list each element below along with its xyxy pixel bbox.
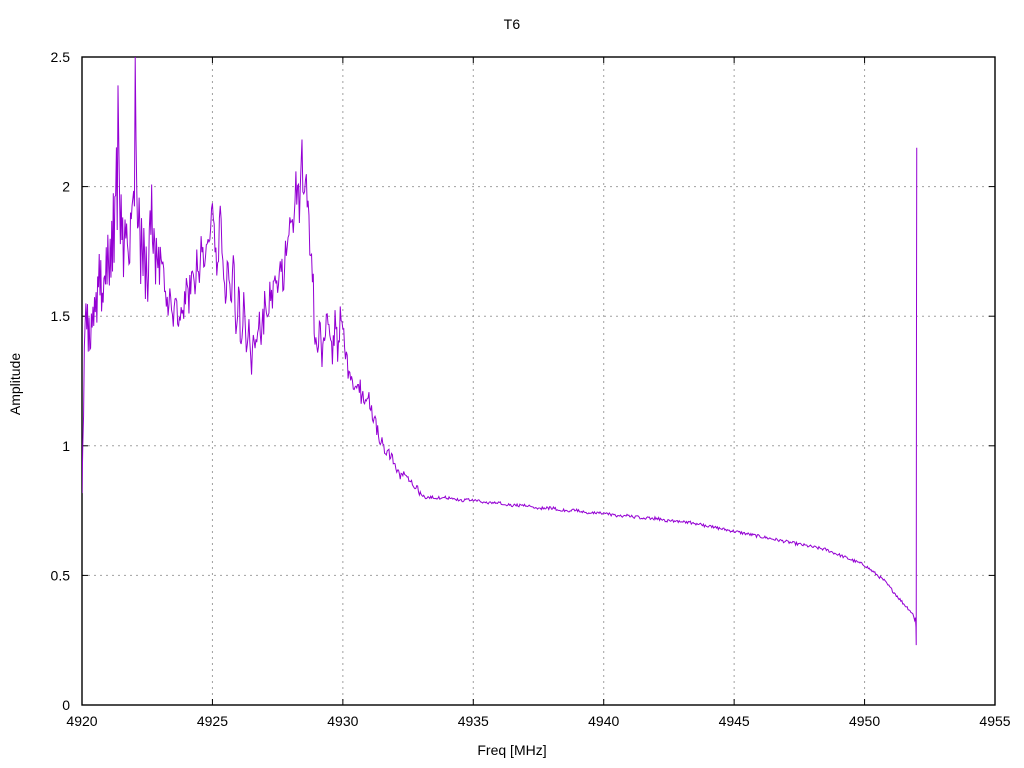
plot-frame	[81, 56, 996, 706]
data-series-layer	[82, 57, 918, 646]
x-axis-label: Freq [MHz]	[477, 742, 547, 758]
x-tick-label: 4930	[327, 713, 358, 729]
y-tick-label: 0.5	[51, 567, 71, 583]
y-tick-label: 2	[62, 179, 70, 195]
y-tick-label: 1.5	[51, 308, 71, 324]
tick-labels: 4920 4925 4930 4935 4940 4945 4950 4955 0 0.5 1 1.5…	[51, 49, 1011, 729]
data-series-line	[82, 57, 918, 646]
x-tick-label: 4920	[66, 713, 97, 729]
x-tick-label: 4925	[197, 713, 228, 729]
x-tick-label: 4940	[588, 713, 619, 729]
y-tick-label: 0	[62, 697, 70, 713]
y-tick-label: 2.5	[51, 49, 71, 65]
x-tick-label: 4950	[849, 713, 880, 729]
axis-ticks	[81, 56, 996, 706]
x-tick-label: 4955	[979, 713, 1010, 729]
x-tick-label: 4945	[719, 713, 750, 729]
plot-border	[81, 56, 996, 706]
grid-lines	[82, 57, 995, 705]
x-tick-label: 4935	[458, 713, 489, 729]
chart-title: T6	[503, 16, 521, 32]
y-tick-label: 1	[62, 438, 70, 454]
